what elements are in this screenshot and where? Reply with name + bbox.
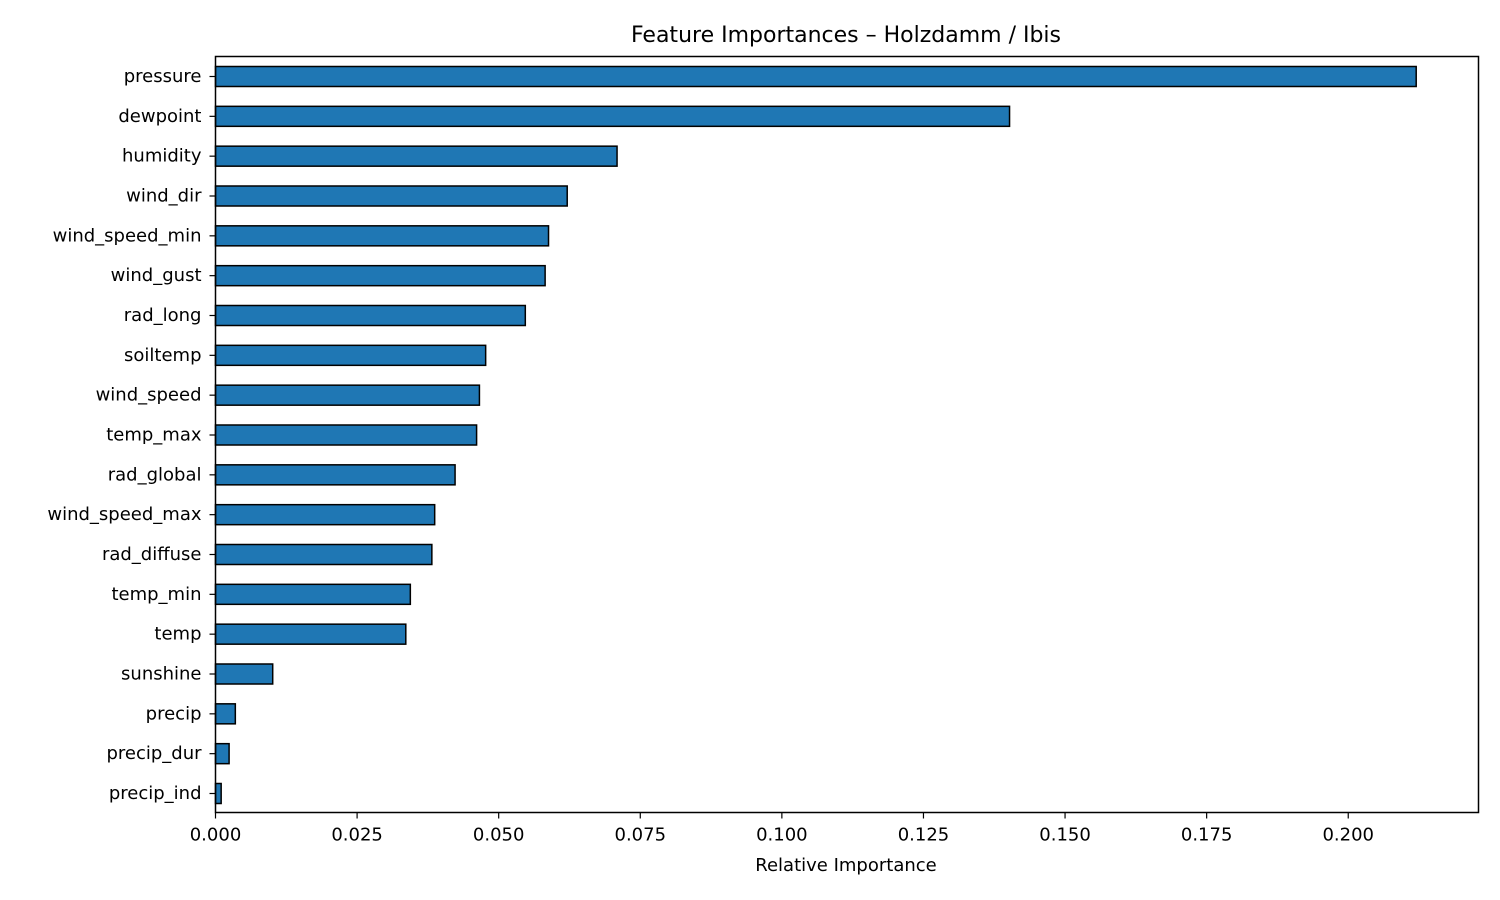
y-tick-label: precip_ind (109, 783, 202, 804)
x-axis-ticks: 0.000 0.025 0.050 0.075 0.100 0.125 0.150 0.175… (190, 812, 1374, 846)
bar-rad-diffuse (214, 543, 433, 566)
bar-precip-dur (214, 742, 230, 765)
x-tick-label: 0.000 (190, 825, 242, 846)
bar-wind-gust (214, 264, 546, 287)
bar-humidity (214, 145, 618, 167)
x-tick-label: 0.125 (898, 825, 950, 846)
x-tick-label: 0.200 (1322, 825, 1374, 846)
y-tick-label: rad_long (124, 305, 202, 326)
bar-temp-max (214, 424, 478, 446)
y-tick-label: rad_diffuse (102, 544, 202, 565)
y-tick-label: pressure (124, 66, 202, 87)
x-tick-label: 0.050 (473, 825, 525, 846)
y-tick-label: sunshine (121, 664, 201, 685)
bar-temp-min (214, 583, 412, 606)
y-tick-label: rad_global (108, 464, 202, 485)
bar-soiltemp (214, 344, 487, 367)
y-tick-label: temp (154, 624, 201, 645)
y-axis-ticks: pressure dewpoint humidity wind_dir wind_spe… (47, 66, 216, 804)
bar-rad-long (214, 304, 527, 327)
y-tick-label: temp_min (111, 584, 201, 605)
x-tick-label: 0.025 (331, 825, 383, 846)
bar-wind-speed (214, 384, 481, 406)
x-axis-label: Relative Importance (755, 855, 936, 876)
x-tick-label: 0.075 (615, 825, 667, 846)
bar-precip (214, 703, 237, 725)
bars-group (214, 65, 1417, 805)
y-tick-label: precip_dur (106, 743, 202, 764)
x-tick-label: 0.150 (1039, 825, 1091, 846)
y-tick-label: dewpoint (118, 106, 201, 127)
y-tick-label: temp_max (106, 425, 202, 446)
bar-sunshine (214, 663, 274, 685)
chart-title: Feature Importances – Holzdamm / Ibis (631, 23, 1061, 48)
bar-wind-speed-min (214, 225, 550, 247)
y-tick-label: humidity (122, 146, 202, 167)
plot-area-frame (214, 55, 1480, 814)
x-tick-label: 0.100 (756, 825, 808, 846)
y-tick-label: precip (146, 703, 202, 724)
bar-wind-dir (214, 185, 568, 207)
x-tick-label: 0.175 (1181, 825, 1233, 846)
y-tick-label: wind_dir (126, 186, 202, 207)
y-tick-label: wind_speed (96, 385, 202, 406)
bar-wind-speed-max (214, 503, 436, 526)
bar-temp (214, 623, 407, 645)
y-tick-label: wind_speed_max (47, 504, 201, 525)
bar-rad-global (214, 464, 456, 486)
y-tick-label: wind_speed_min (53, 225, 202, 246)
y-tick-label: wind_gust (111, 265, 202, 286)
y-tick-label: soiltemp (124, 345, 201, 366)
bar-precip-ind (214, 782, 222, 805)
bar-pressure (214, 65, 1417, 88)
bar-dewpoint (214, 105, 1011, 128)
